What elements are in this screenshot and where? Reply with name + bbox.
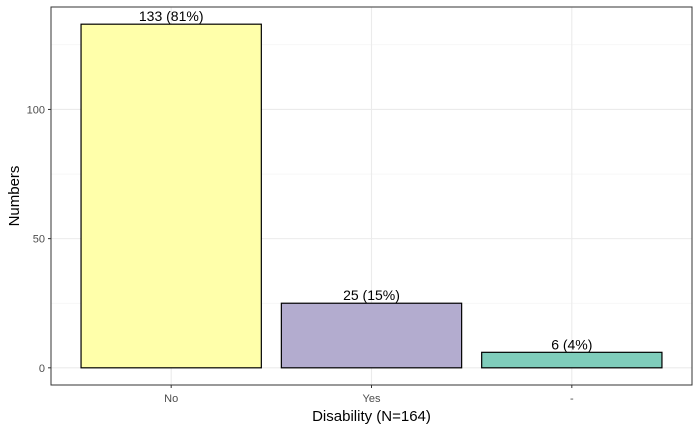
y-axis-title: Numbers <box>6 166 23 227</box>
y-tick-label: 0 <box>39 363 45 375</box>
data-labels: 133 (81%) 25 (15%) 6 (4%) <box>139 8 593 352</box>
x-tick-label: - <box>570 393 574 405</box>
y-tick-label: 50 <box>33 234 45 246</box>
x-tick-label: Yes <box>363 393 381 405</box>
y-axis-ticks: 0 50 100 <box>27 104 51 375</box>
bar-data-label-3: 6 (4%) <box>551 336 592 352</box>
bar-3 <box>481 351 663 369</box>
y-tick-label: 100 <box>27 104 45 116</box>
x-axis-title: Disability (N=164) <box>312 408 431 425</box>
bar-data-label-1: 133 (81%) <box>139 8 204 24</box>
bar-2 <box>280 302 463 369</box>
bar-data-label-2: 25 (15%) <box>343 287 400 303</box>
x-axis-ticks: No Yes - <box>164 385 574 405</box>
x-tick-label: No <box>164 393 178 405</box>
bars <box>80 23 663 369</box>
bar-1 <box>80 23 262 369</box>
